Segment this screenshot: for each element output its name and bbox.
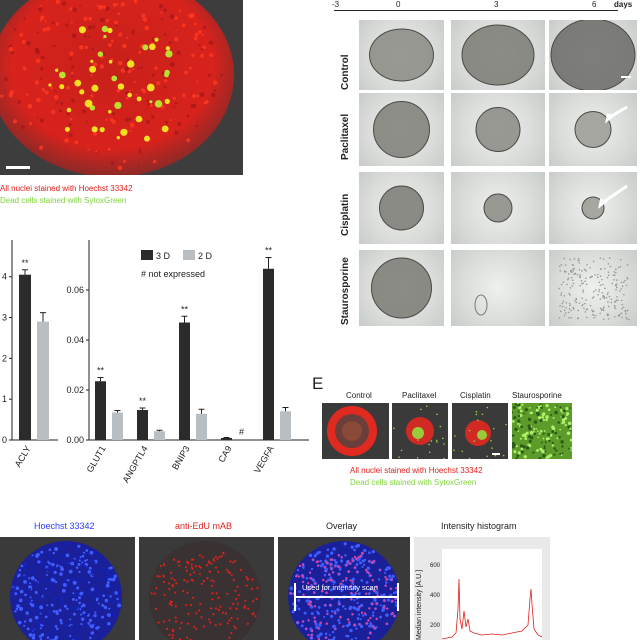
significance-mark: **	[139, 396, 147, 406]
e-image-cisplatin	[452, 403, 508, 459]
f-image-overlay: Used for intensity scan	[278, 537, 410, 640]
bar-ANGPTL4-2D	[154, 431, 165, 440]
significance-mark: **	[21, 258, 29, 268]
dead-cell-spots	[0, 0, 223, 171]
bar-GLUT1-2D	[112, 412, 123, 440]
brightfield-image	[451, 20, 545, 90]
brightfield-image	[451, 250, 545, 326]
spheroid-fluorescence	[0, 0, 234, 175]
e-image-paclitaxel	[392, 403, 448, 459]
y-tick-label: 0.00	[66, 435, 84, 445]
y-tick-label: 0	[2, 435, 7, 445]
y-tick-label: 0.06	[66, 285, 84, 295]
scale-bar	[6, 166, 30, 169]
panel-e-col-label: Cisplatin	[460, 391, 491, 400]
significance-mark: **	[181, 304, 189, 314]
f-title-edu: anti-EdU mAB	[175, 521, 233, 531]
legend-note: # not expressed	[141, 269, 205, 279]
category-label: VEGFA	[252, 444, 276, 475]
hist-ytick: 600	[430, 563, 441, 569]
f-title-histogram: Intensity histogram	[441, 521, 517, 531]
f-title-overlay: Overlay	[326, 521, 358, 531]
category-label: ACLY	[13, 444, 33, 469]
chart-acly: 0 1 2 3 4 ** ACLY	[2, 240, 58, 469]
bar-BNIP3-2D	[196, 413, 207, 440]
panel-a-image	[0, 0, 243, 175]
day-tick: 0	[396, 0, 401, 9]
brightfield-image	[549, 93, 637, 166]
brightfield-image	[359, 20, 444, 90]
days-axis-line	[334, 10, 618, 11]
f-title-hoechst: Hoechst 33342	[34, 521, 95, 531]
significance-mark: **	[265, 246, 273, 256]
y-tick-label: 2	[2, 353, 7, 363]
panel-e-legend-green: Dead cells stained with SytoxGreen	[350, 478, 477, 487]
brightfield-image	[359, 250, 444, 326]
hist-ylabel: Median intensity [A.U.]	[416, 569, 423, 640]
y-tick-label: 3	[2, 313, 7, 323]
bar-BNIP3-3D	[179, 322, 190, 440]
category-label: ANGPTL4	[121, 444, 150, 485]
bar-CA9-3D	[221, 438, 232, 440]
panel-e-col-label: Staurosporine	[512, 391, 562, 400]
spheroid-body	[0, 0, 234, 175]
category-label: CA9	[216, 444, 233, 464]
scan-label: Used for intensity scan	[302, 583, 378, 592]
row-label-paclitaxel: Paclitaxel	[340, 113, 351, 160]
histogram-trace	[442, 578, 542, 640]
brightfield-image	[359, 172, 444, 244]
significance-mark: **	[97, 366, 105, 376]
panel-e-col-label: Control	[346, 391, 372, 400]
legend-swatch-3d	[141, 250, 153, 260]
significance-mark: #	[239, 427, 244, 437]
chart-hypoxia-genes: 0.00 0.02 0.04 0.06 ** GLUT1 ** ANGPTL4 ** BNIP3 #…	[66, 240, 309, 485]
bar-ACLY-2D	[37, 321, 49, 440]
bar-ACLY-3D	[19, 274, 31, 440]
days-label: days	[614, 0, 633, 9]
day-tick: 3	[494, 0, 499, 9]
bar-VEGFA-2D	[280, 411, 291, 440]
y-tick-label: 0.02	[66, 385, 84, 395]
day-tick: 6	[592, 0, 597, 9]
row-label-staurosporine: Staurosporine	[340, 257, 351, 325]
panel-e-col-label: Paclitaxel	[402, 391, 437, 400]
bar-ANGPTL4-3D	[137, 410, 148, 440]
brightfield-image	[451, 172, 545, 244]
panel-e-legend-red: All nuclei stained with Hoechst 33342	[350, 466, 483, 475]
y-tick-label: 0.04	[66, 335, 84, 345]
legend-swatch-2d	[183, 250, 195, 260]
brightfield-image	[359, 93, 444, 166]
e-image-staurosporine	[512, 403, 572, 459]
days-axis: -3 0 3 6 days	[330, 0, 640, 18]
scale-bar	[492, 453, 500, 455]
brightfield-image	[451, 93, 545, 166]
row-label-control: Control	[340, 54, 351, 90]
category-label: BNIP3	[170, 444, 192, 472]
hist-ytick: 200	[430, 623, 441, 629]
panel-a-legend-green: Dead cells stained with SytoxGreen	[0, 196, 127, 205]
row-label-cisplatin: Cisplatin	[340, 193, 351, 236]
legend-label-2d: 2 D	[198, 251, 213, 261]
legend-label-3d: 3 D	[156, 251, 171, 261]
category-label: GLUT1	[85, 444, 108, 474]
f-image-edu	[139, 537, 274, 640]
panel-e-letter: E	[312, 374, 324, 393]
bar-GLUT1-3D	[95, 381, 106, 440]
f-image-hoechst	[0, 537, 135, 640]
panel-a-legend-red: All nuclei stained with Hoechst 33342	[0, 184, 133, 193]
y-tick-label: 4	[2, 272, 7, 282]
brightfield-image	[549, 250, 637, 326]
brightfield-image	[549, 172, 637, 244]
day-tick: -3	[332, 0, 340, 9]
hist-ytick: 400	[430, 593, 441, 599]
brightfield-image	[549, 20, 637, 90]
y-tick-label: 1	[2, 394, 7, 404]
bar-VEGFA-3D	[263, 268, 274, 440]
e-image-control	[322, 403, 389, 459]
f-histogram-panel: Median intensity [A.U.] 600 400 200	[414, 537, 550, 640]
